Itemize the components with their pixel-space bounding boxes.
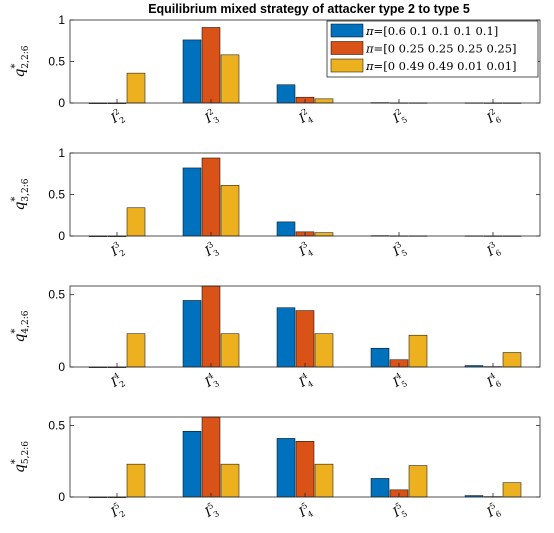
y-tick-label: 0 <box>58 229 65 243</box>
x-tick-label: I26 <box>483 106 503 129</box>
y-axis-label: q*2,2:6 <box>10 45 31 77</box>
bar <box>314 463 334 498</box>
y-axis-label: q*4,2:6 <box>10 310 31 342</box>
bar <box>408 334 428 368</box>
x-tick-label: I44 <box>295 370 315 393</box>
y-tick-label: 0.5 <box>48 188 65 202</box>
subplot-2: 0 0.5 1 I32 I33 I34 I35 I36 q*3,2:6 <box>10 146 541 262</box>
x-tick-label: I42 <box>107 370 127 393</box>
y-tick-label: 1 <box>58 146 65 160</box>
bar <box>182 167 202 237</box>
bar <box>126 333 146 368</box>
y-axis-label: q*5,2:6 <box>10 441 31 473</box>
x-tick-label: I53 <box>201 500 221 523</box>
bar <box>182 39 202 104</box>
chart-title: Equilibrium mixed strategy of attacker t… <box>148 2 470 16</box>
y-tick-label: 1 <box>58 13 65 27</box>
bar <box>276 221 296 237</box>
bar <box>126 207 146 237</box>
bar <box>201 285 221 368</box>
legend-swatch <box>330 58 364 73</box>
x-tick-label: I25 <box>389 106 409 129</box>
bar <box>502 482 522 498</box>
bar <box>276 307 296 368</box>
x-tick-label: I55 <box>389 500 409 523</box>
x-tick-label: I32 <box>107 239 127 262</box>
x-tick-label: I45 <box>389 370 409 393</box>
x-tick-label: I36 <box>483 239 503 262</box>
bar <box>314 333 334 368</box>
y-tick-label: 0 <box>58 96 65 110</box>
bar <box>314 98 334 104</box>
legend-entry: π=[0.6 0.1 0.1 0.1 0.1] <box>365 24 498 38</box>
x-tick-label: I35 <box>389 239 409 262</box>
bar <box>182 300 202 368</box>
legend-entry: π=[0 0.49 0.49 0.01 0.01] <box>365 59 517 73</box>
y-axis-label: q*3,2:6 <box>10 178 31 210</box>
bar <box>408 465 428 498</box>
bar <box>276 438 296 498</box>
bar <box>182 431 202 498</box>
y-tick-label: 0 <box>58 490 65 504</box>
bar <box>370 347 390 368</box>
legend-swatch <box>330 23 364 38</box>
bar <box>314 232 334 237</box>
bar <box>201 27 221 104</box>
subplot-4: 0 0.5 I52 I53 I54 I55 I56 q*5,2:6 <box>10 416 541 523</box>
bar <box>295 441 315 498</box>
bar <box>276 84 296 104</box>
legend-entry: π=[0 0.25 0.25 0.25 0.25] <box>365 42 517 56</box>
x-tick-label: I24 <box>295 106 315 129</box>
bar <box>295 310 315 368</box>
x-tick-label: I23 <box>201 106 221 129</box>
bar <box>220 333 240 368</box>
bar <box>126 72 146 104</box>
x-tick-label: I52 <box>107 500 127 523</box>
x-tick-label: I54 <box>295 500 315 523</box>
bar <box>370 478 390 498</box>
bar <box>502 352 522 368</box>
bar <box>220 185 240 237</box>
x-tick-label: I33 <box>201 239 221 262</box>
bar <box>220 463 240 498</box>
bar <box>126 463 146 498</box>
chart-panels: 0 0.5 1 I22 I23 I24 I25 I26 q*2,2:6 0 0.5 1 I32 I33 I3… <box>10 13 541 523</box>
y-tick-label: 0.5 <box>48 55 65 69</box>
subplot-3: 0 0.5 I42 I43 I44 I45 I46 q*4,2:6 <box>10 285 541 393</box>
bar <box>220 54 240 104</box>
bar <box>201 416 221 498</box>
x-tick-label: I56 <box>483 500 503 523</box>
chart-legend: π=[0.6 0.1 0.1 0.1 0.1] π=[0 0.25 0.25 0.… <box>326 20 539 78</box>
plot-area <box>70 153 540 236</box>
x-tick-label: I22 <box>107 106 127 129</box>
legend-swatch <box>330 41 364 55</box>
x-tick-label: I34 <box>295 239 315 262</box>
x-tick-label: I43 <box>201 370 221 393</box>
x-tick-label: I46 <box>483 370 503 393</box>
y-tick-label: 0.5 <box>48 419 65 433</box>
y-tick-label: 0 <box>58 360 65 374</box>
bar <box>201 157 221 237</box>
y-tick-label: 0.5 <box>48 288 65 302</box>
